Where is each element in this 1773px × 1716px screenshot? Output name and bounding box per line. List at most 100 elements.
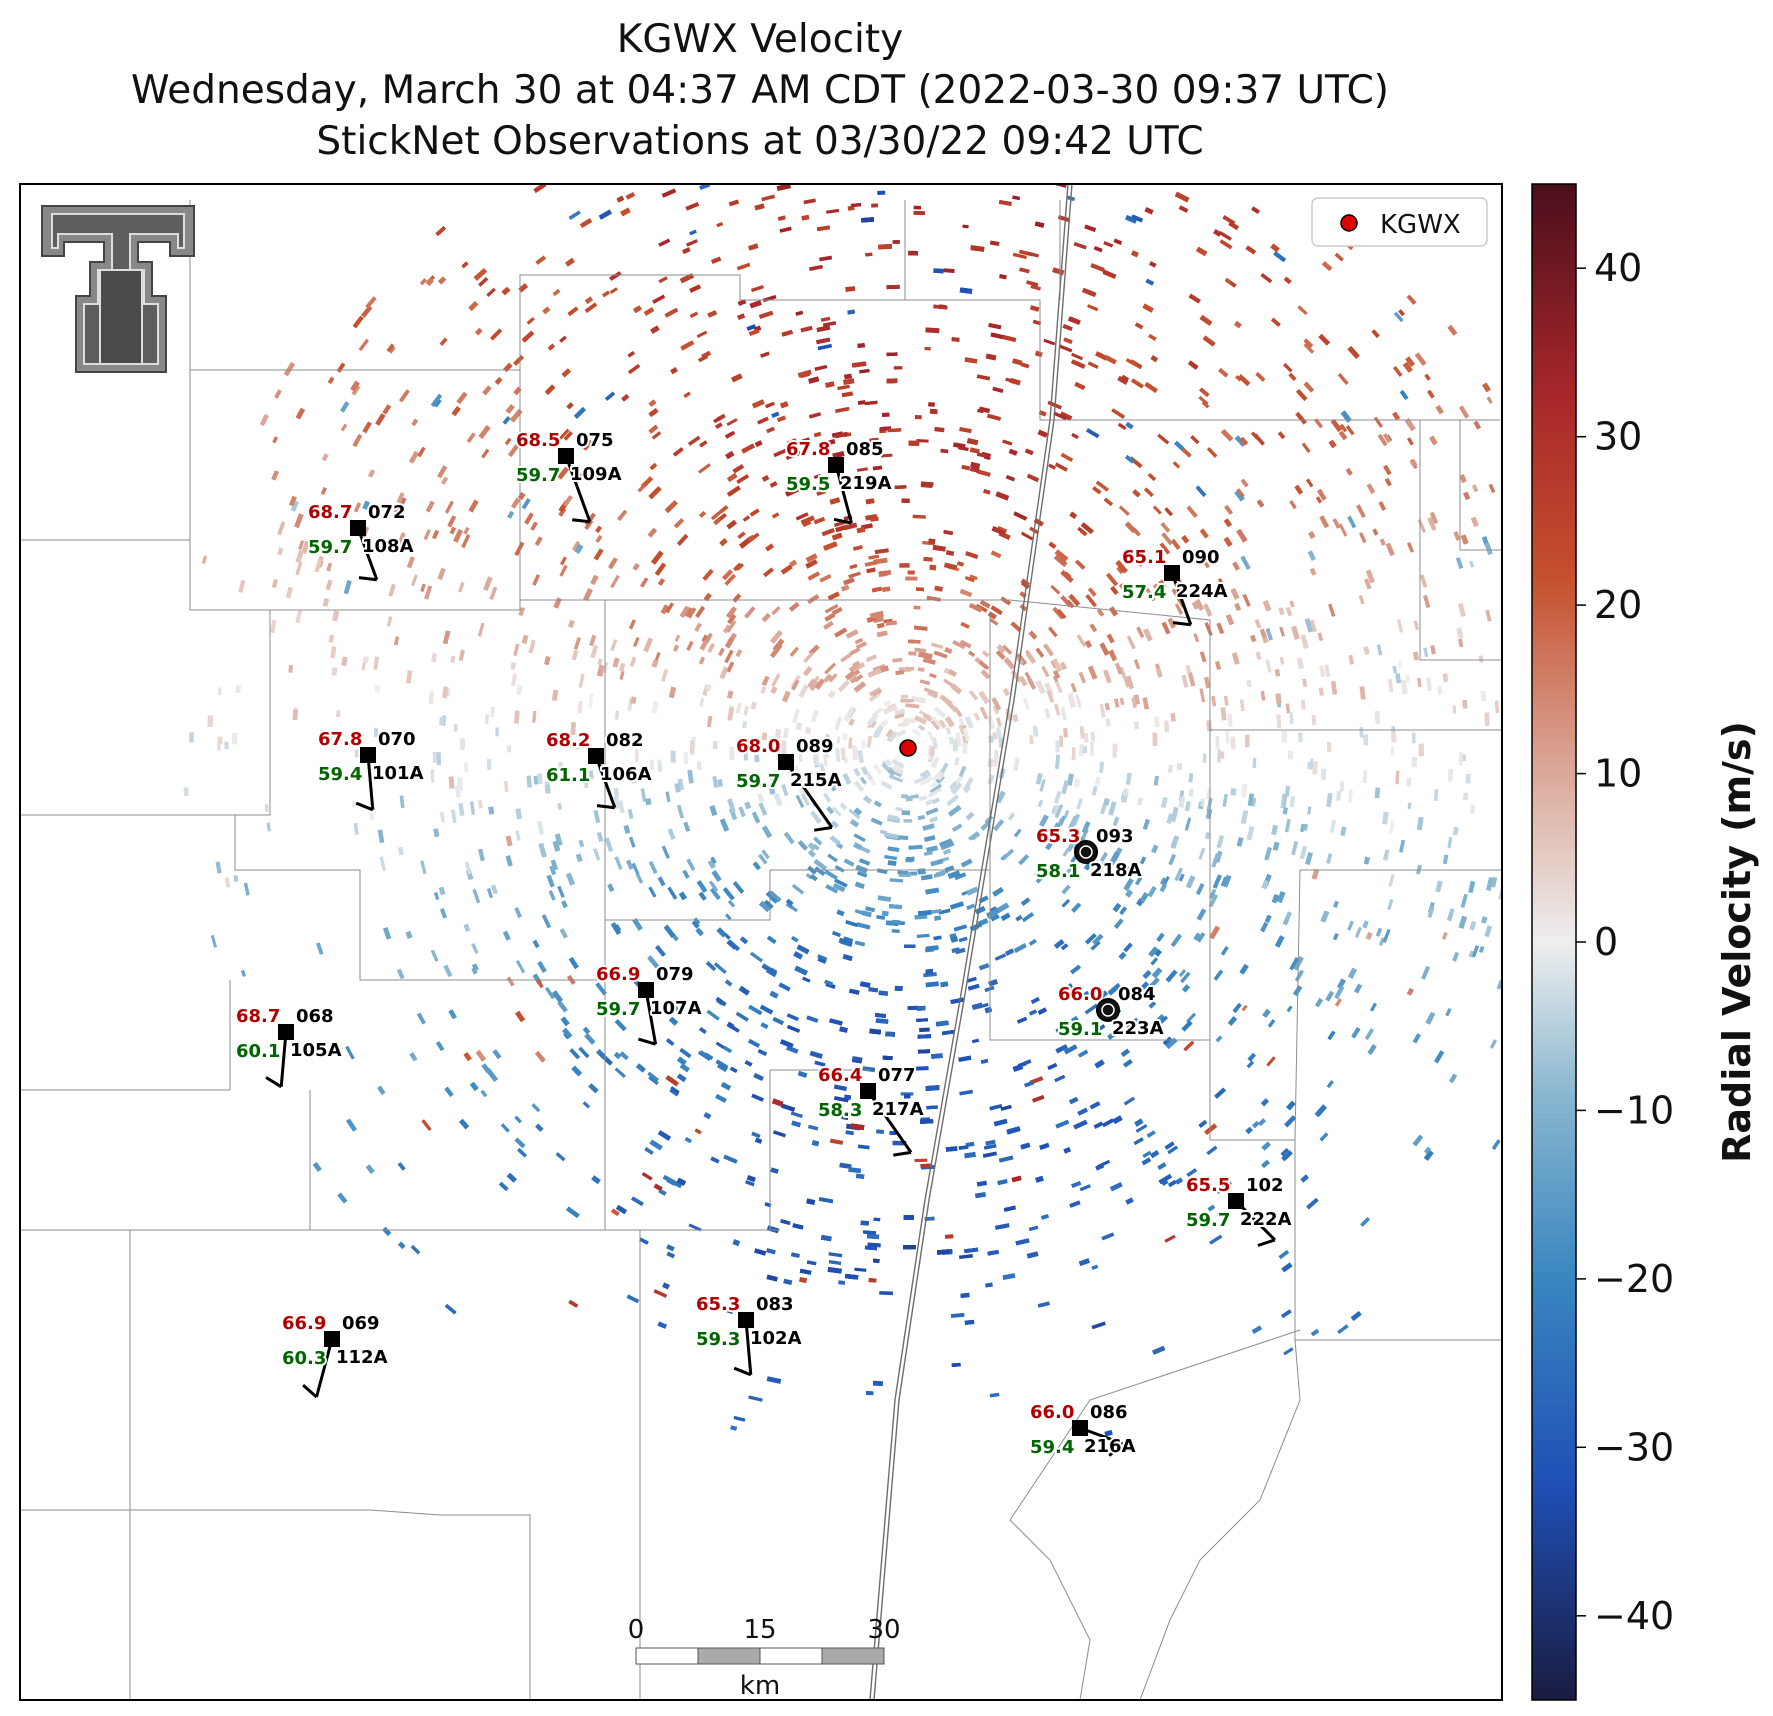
station-id: 068 — [296, 1006, 334, 1027]
legend-marker-icon — [1340, 214, 1358, 232]
station-code: 219A — [840, 473, 892, 494]
station-temp: 66.0 — [1058, 984, 1102, 1005]
colorbar-tick-label: 20 — [1594, 583, 1642, 627]
legend-label: KGWX — [1380, 210, 1461, 240]
station-code: 107A — [650, 998, 702, 1019]
station-077[interactable]: 66.4 077 58.3 217A — [816, 1063, 926, 1157]
station-code: 217A — [872, 1099, 924, 1120]
station-090[interactable]: 65.1 090 57.4 224A — [1120, 545, 1230, 627]
station-id: 070 — [378, 729, 416, 750]
velocity-field — [183, 184, 1502, 1437]
wind-barb — [744, 1319, 753, 1375]
station-dewpoint: 59.5 — [786, 474, 830, 495]
station-code: 222A — [1240, 1209, 1292, 1230]
station-code: 106A — [600, 764, 652, 785]
station-marker — [1164, 565, 1180, 581]
station-marker — [558, 448, 574, 464]
station-089[interactable]: 68.0 089 59.7 215A — [734, 734, 844, 832]
wind-barb-flag — [1108, 1442, 1124, 1457]
title-line-3: StickNet Observations at 03/30/22 09:42 … — [316, 119, 1204, 164]
station-079[interactable]: 66.9 079 59.7 107A — [594, 962, 704, 1046]
colorbar-tick-label: −20 — [1594, 1257, 1674, 1301]
station-id: 089 — [796, 736, 834, 757]
station-dewpoint: 59.7 — [308, 537, 352, 558]
station-dewpoint: 59.4 — [1030, 1437, 1074, 1458]
station-marker — [360, 747, 376, 763]
station-marker — [1072, 1420, 1088, 1436]
station-marker — [778, 754, 794, 770]
station-069[interactable]: 66.9 069 60.3 112A — [280, 1311, 390, 1399]
station-083[interactable]: 65.3 083 59.3 102A — [694, 1292, 804, 1377]
wind-barb-flag — [813, 826, 833, 832]
station-dewpoint: 59.7 — [1186, 1210, 1230, 1231]
wind-barb — [356, 527, 379, 581]
wind-barb — [366, 754, 375, 810]
title-line-1: KGWX Velocity — [616, 17, 904, 62]
station-marker — [738, 1312, 754, 1328]
station-temp: 68.0 — [736, 736, 780, 757]
station-temp: 68.7 — [236, 1006, 280, 1027]
wind-barb — [644, 989, 658, 1045]
sticknet-stations: 68.5 075 59.7 109A 67.8 085 59.5 219A 68.7 072 59.… — [234, 428, 1294, 1460]
wind-barb-flag — [355, 801, 374, 812]
colorbar: 40 30 20 10 0 −10 −20 −30 −40 Radial Velocity (m… — [1531, 183, 1759, 1701]
colorbar-gradient — [1531, 183, 1577, 1701]
station-temp: 66.0 — [1030, 1402, 1074, 1423]
colorbar-ticks: 40 30 20 10 0 −10 −20 −30 −40 — [1576, 246, 1674, 1638]
wind-barb-flag — [833, 517, 852, 525]
station-code: 223A — [1112, 1018, 1164, 1039]
station-dewpoint: 60.3 — [282, 1348, 326, 1369]
station-085[interactable]: 67.8 085 59.5 219A — [784, 437, 894, 525]
county-boundaries — [20, 200, 1502, 1700]
station-070[interactable]: 67.8 070 59.4 101A — [316, 727, 426, 812]
station-code: 108A — [362, 536, 414, 557]
station-marker — [828, 457, 844, 473]
station-dewpoint: 59.7 — [736, 771, 780, 792]
scale-label-0: 0 — [628, 1615, 645, 1645]
station-temp: 67.8 — [318, 729, 362, 750]
wind-barb — [279, 1031, 288, 1087]
station-id: 075 — [576, 430, 614, 451]
station-code: 216A — [1084, 1436, 1136, 1457]
colorbar-tick-label: 40 — [1594, 246, 1642, 290]
station-dewpoint: 58.3 — [818, 1100, 862, 1121]
station-code: 105A — [290, 1040, 342, 1061]
texas-tech-logo — [41, 205, 195, 373]
radar-site-marker[interactable] — [890, 736, 926, 760]
colorbar-tick-label: 0 — [1594, 920, 1618, 964]
map-title: KGWX Velocity Wednesday, March 30 at 04:… — [0, 14, 1520, 167]
station-102[interactable]: 65.5 102 59.7 222A — [1184, 1173, 1294, 1247]
station-calm-marker — [1074, 840, 1098, 864]
station-dewpoint: 59.7 — [596, 999, 640, 1020]
station-temp: 65.1 — [1122, 547, 1166, 568]
station-marker — [588, 748, 604, 764]
station-075[interactable]: 68.5 075 59.7 109A — [514, 428, 624, 524]
station-093[interactable]: 65.3 093 58.1 218A — [1034, 824, 1144, 884]
station-084[interactable]: 66.0 084 59.1 223A — [1056, 982, 1166, 1042]
station-marker — [350, 520, 366, 536]
wind-barb — [594, 755, 617, 809]
station-072[interactable]: 68.7 072 59.7 108A — [306, 500, 416, 582]
map-legend: KGWX — [1311, 197, 1488, 247]
station-temp: 68.5 — [516, 430, 560, 451]
station-temp: 66.9 — [596, 964, 640, 985]
station-temp: 65.3 — [696, 1294, 740, 1315]
state-line — [869, 184, 1073, 1700]
map-frame — [19, 183, 1503, 1701]
wind-barb — [315, 1338, 334, 1398]
station-id: 090 — [1182, 547, 1220, 568]
station-086[interactable]: 66.0 086 59.4 216A — [1028, 1400, 1138, 1460]
wind-barb-flag — [572, 518, 591, 524]
scale-bar: 0 15 30 km — [628, 1615, 901, 1701]
wind-barb — [784, 761, 834, 829]
station-code: 109A — [570, 464, 622, 485]
station-068[interactable]: 68.7 068 60.1 105A — [234, 1004, 344, 1089]
station-dewpoint: 59.7 — [516, 465, 560, 486]
station-code: 218A — [1090, 860, 1142, 881]
title-line-2: Wednesday, March 30 at 04:37 AM CDT (202… — [130, 68, 1390, 113]
wind-barb-flag — [1172, 621, 1191, 627]
station-082[interactable]: 68.2 082 61.1 106A — [544, 728, 654, 810]
colorbar-tick-label: 30 — [1594, 415, 1642, 459]
station-calm-marker — [1096, 998, 1120, 1022]
station-id: 102 — [1246, 1175, 1284, 1196]
